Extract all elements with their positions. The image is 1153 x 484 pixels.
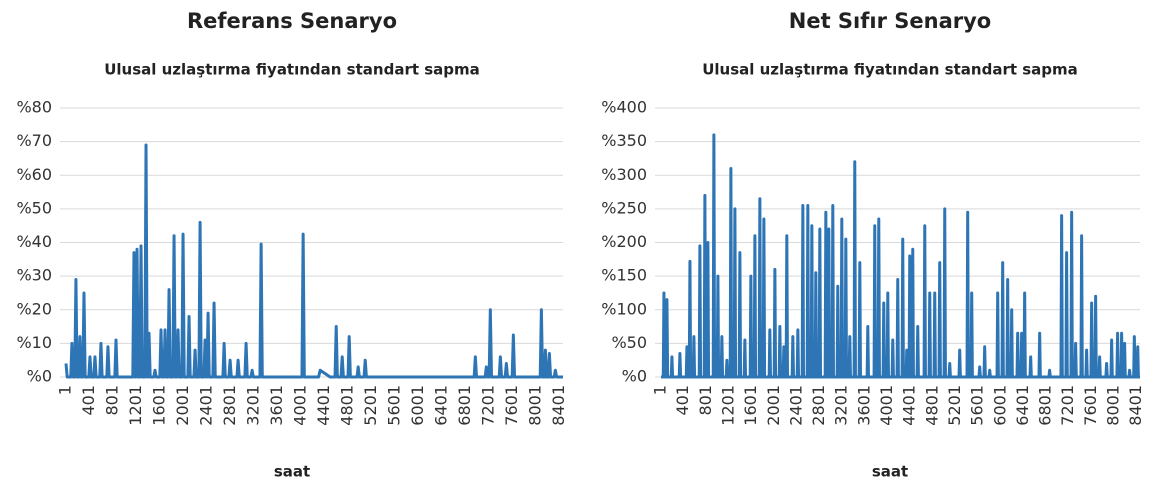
chart-title: Referans Senaryo — [187, 9, 397, 33]
x-tick-label: 4801 — [922, 385, 941, 426]
x-axis-label: saat — [274, 463, 310, 481]
x-tick-label: 3201 — [832, 385, 851, 426]
x-tick-label: 2801 — [220, 385, 239, 426]
data-line — [661, 133, 1140, 379]
x-tick-label: 5601 — [385, 385, 404, 426]
y-tick-label: %20 — [16, 299, 52, 318]
x-tick-label: 801 — [696, 385, 715, 416]
x-tick-label: 1 — [56, 385, 75, 395]
x-tick-label: 7601 — [502, 385, 521, 426]
x-tick-label: 1601 — [150, 385, 169, 426]
x-tick-label: 401 — [673, 385, 692, 416]
y-tick-label: %30 — [16, 266, 52, 285]
x-tick-label: 6401 — [1013, 385, 1032, 426]
x-tick-label: 4801 — [338, 385, 357, 426]
data-line — [64, 143, 563, 379]
y-tick-label: %70 — [16, 131, 52, 150]
chart-title: Net Sıfır Senaryo — [789, 9, 991, 33]
y-tick-label: %10 — [16, 333, 52, 352]
y-tick-label: %200 — [601, 232, 647, 251]
y-tick-label: %300 — [601, 165, 647, 184]
x-tick-label: 4401 — [314, 385, 333, 426]
y-tick-label: %250 — [601, 198, 647, 217]
x-tick-label: 6001 — [408, 385, 427, 426]
x-tick-label: 6001 — [990, 385, 1009, 426]
x-tick-label: 1601 — [741, 385, 760, 426]
y-tick-label: %60 — [16, 165, 52, 184]
x-tick-label: 6801 — [1036, 385, 1055, 426]
x-tick-label: 6801 — [455, 385, 474, 426]
x-tick-label: 2001 — [764, 385, 783, 426]
y-tick-label: %0 — [27, 367, 52, 386]
x-tick-label: 3601 — [854, 385, 873, 426]
x-tick-label: 8001 — [526, 385, 545, 426]
y-tick-label: %100 — [601, 299, 647, 318]
x-tick-label: 3601 — [267, 385, 286, 426]
x-tick-label: 2801 — [809, 385, 828, 426]
x-tick-label: 7601 — [1081, 385, 1100, 426]
y-tick-label: %80 — [16, 98, 52, 117]
chart: Net Sıfır Senaryo Ulusal uzlaştırma fiyat… — [601, 9, 1145, 481]
x-tick-label: 5201 — [361, 385, 380, 426]
y-tick-label: %400 — [601, 98, 647, 117]
y-tick-label: %150 — [601, 266, 647, 285]
x-tick-label: 8001 — [1104, 385, 1123, 426]
x-tick-label: 2401 — [197, 385, 216, 426]
x-axis-label: saat — [872, 463, 908, 481]
chart-subtitle: Ulusal uzlaştırma fiyatından standart sa… — [702, 61, 1078, 79]
chart-subtitle: Ulusal uzlaştırma fiyatından standart sa… — [104, 61, 480, 79]
y-tick-label: %0 — [622, 367, 647, 386]
x-tick-label: 401 — [79, 385, 98, 416]
x-tick-label: 7201 — [1058, 385, 1077, 426]
x-tick-label: 5601 — [968, 385, 987, 426]
x-tick-label: 4001 — [877, 385, 896, 426]
x-tick-label: 8401 — [549, 385, 568, 426]
x-tick-label: 7201 — [479, 385, 498, 426]
x-tick-label: 801 — [103, 385, 122, 416]
x-tick-label: 1 — [651, 385, 670, 395]
x-tick-label: 1201 — [718, 385, 737, 426]
x-tick-label: 4001 — [291, 385, 310, 426]
x-tick-label: 6401 — [432, 385, 451, 426]
x-tick-label: 2001 — [173, 385, 192, 426]
y-tick-label: %40 — [16, 232, 52, 251]
x-tick-label: 4401 — [900, 385, 919, 426]
y-tick-label: %350 — [601, 131, 647, 150]
chart: Referans Senaryo Ulusal uzlaştırma fiyatı… — [16, 9, 568, 481]
x-tick-label: 1201 — [126, 385, 145, 426]
x-tick-label: 3201 — [244, 385, 263, 426]
y-tick-label: %50 — [611, 333, 647, 352]
x-tick-label: 5201 — [945, 385, 964, 426]
x-tick-label: 8401 — [1126, 385, 1145, 426]
x-tick-label: 2401 — [786, 385, 805, 426]
y-tick-label: %50 — [16, 198, 52, 217]
